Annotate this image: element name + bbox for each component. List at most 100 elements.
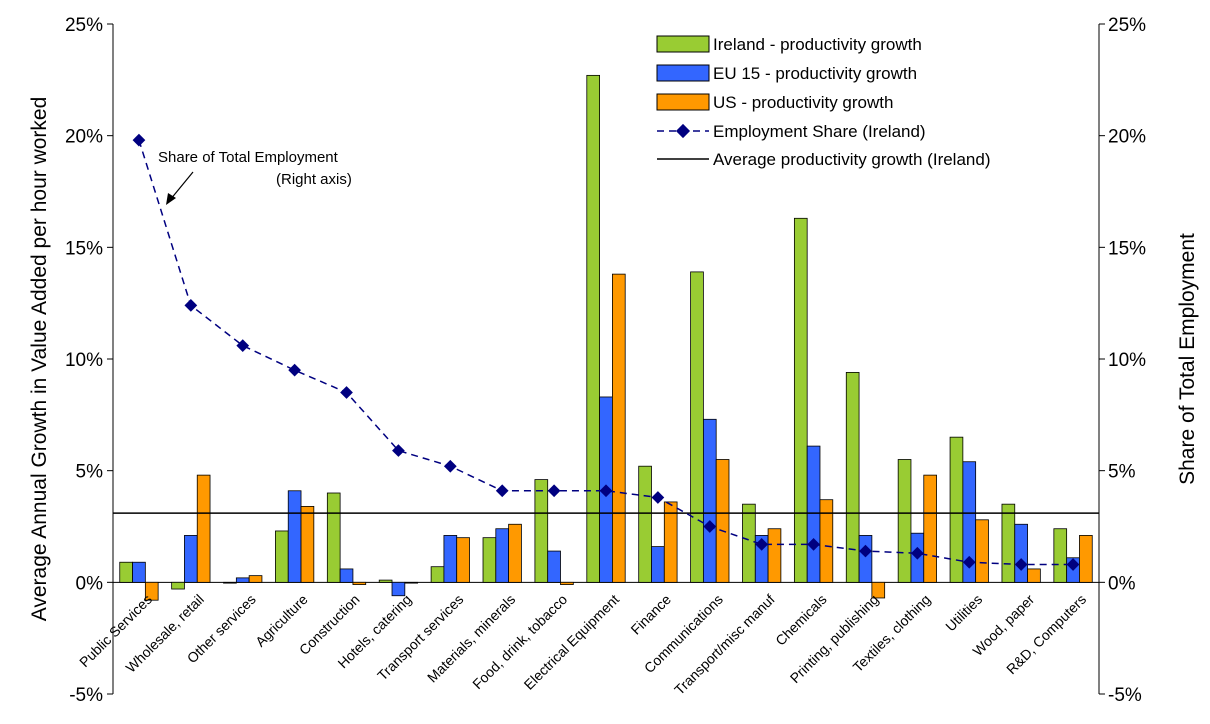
right-tick-group: -5% 0% 5% 10% 15% 20% 25% <box>1099 15 1146 706</box>
category-label: Finance <box>627 591 674 638</box>
left-axis-title: Average Annual Growth in Value Added per… <box>28 97 51 622</box>
left-tick-label: 0% <box>76 573 104 594</box>
bar <box>806 445 821 583</box>
bar <box>560 581 574 585</box>
employment-share-point <box>132 133 146 147</box>
employment-share-point <box>547 484 561 498</box>
left-tick-label: 25% <box>65 15 103 36</box>
bar <box>1014 523 1028 583</box>
bar <box>702 418 717 583</box>
right-tick-label: 10% <box>1108 350 1146 371</box>
legend-swatch-eu15 <box>656 64 710 82</box>
bar <box>742 503 756 583</box>
legend-label-eu15: EU 15 - productivity growth <box>713 64 917 83</box>
bar <box>793 217 808 583</box>
employment-share-point <box>392 444 405 457</box>
bar <box>1079 535 1093 583</box>
left-tick-label: 15% <box>65 238 103 259</box>
left-tick-group: -5% 0% 5% 10% 15% 20% 25% <box>65 15 113 706</box>
category-label: Utilities <box>942 591 985 634</box>
category-label: Materials, minerals <box>424 591 518 685</box>
category-label: Electrical Equipment <box>521 591 623 693</box>
employment-share-point <box>340 386 353 399</box>
employment-share-point <box>288 363 301 377</box>
legend-label-employment: Employment Share (Ireland) <box>713 122 926 141</box>
bar <box>1053 528 1068 583</box>
category-label: Printing, publishing <box>787 591 882 686</box>
bar <box>339 568 354 583</box>
left-tick-label: 20% <box>65 127 103 148</box>
legend-label-us: US - productivity growth <box>713 93 893 112</box>
legend-swatch-employment-marker <box>675 123 691 139</box>
bar <box>456 537 470 583</box>
employment-share-point <box>651 491 665 504</box>
bar <box>547 550 561 583</box>
bar <box>975 519 989 583</box>
bar <box>871 581 886 599</box>
employment-share-point <box>184 299 198 312</box>
employment-share-point <box>443 459 457 473</box>
right-tick-label: 15% <box>1108 238 1146 259</box>
bar <box>378 579 393 583</box>
bar <box>119 561 133 583</box>
bar <box>897 459 912 583</box>
bar <box>715 459 730 583</box>
bar <box>184 535 198 583</box>
legend-swatch-ireland <box>656 35 710 53</box>
right-tick-label: 5% <box>1108 462 1136 483</box>
bar <box>819 499 834 583</box>
bar <box>586 74 600 583</box>
bar <box>132 561 146 583</box>
bar <box>923 474 937 583</box>
bar <box>248 575 263 583</box>
bar <box>404 581 419 584</box>
legend-swatch-us <box>656 93 710 111</box>
bar <box>287 490 302 583</box>
left-tick-label: 10% <box>65 350 103 371</box>
bar <box>144 581 159 601</box>
category-label: Transport services <box>374 591 466 683</box>
bar <box>495 528 510 583</box>
bar <box>443 535 458 583</box>
right-tick-label: -5% <box>1108 685 1142 706</box>
bar <box>482 537 497 583</box>
legend-label-average: Average productivity growth (Ireland) <box>713 150 991 169</box>
category-label: Transport/misc manuf <box>671 591 778 698</box>
bar <box>1027 568 1041 583</box>
bar <box>171 581 185 590</box>
legend: Ireland - productivity growth EU 15 - pr… <box>656 35 991 169</box>
employment-share-point <box>495 484 509 498</box>
bar <box>845 371 860 583</box>
bar <box>612 273 626 583</box>
bar <box>651 546 665 583</box>
annotation-line-2: (Right axis) <box>276 171 352 188</box>
right-axis-title: Share of Total Employment <box>1176 233 1199 485</box>
bar <box>352 581 367 585</box>
right-tick-label: 20% <box>1108 127 1146 148</box>
bar <box>690 271 704 583</box>
right-tick-label: 25% <box>1108 15 1146 36</box>
annotation-arrowhead <box>166 193 176 205</box>
bar <box>638 465 652 583</box>
bar <box>534 479 549 583</box>
bar <box>508 523 522 583</box>
employment-share-point <box>236 339 250 352</box>
bar <box>663 501 678 583</box>
annotation-arrow-shaft <box>169 171 194 201</box>
annotation: Share of Total Employment (Right axis) <box>158 149 352 205</box>
bar <box>275 530 289 583</box>
bar <box>391 581 406 597</box>
annotation-line-1: Share of Total Employment <box>158 149 339 166</box>
left-tick-label: -5% <box>69 685 103 706</box>
plot-area <box>112 24 1100 694</box>
bar <box>767 528 782 583</box>
bar <box>223 581 237 584</box>
legend-label-ireland: Ireland - productivity growth <box>713 35 922 54</box>
bar <box>1001 503 1016 583</box>
bar <box>430 566 445 583</box>
left-tick-label: 5% <box>76 462 104 483</box>
bar <box>300 505 315 583</box>
bar <box>235 577 250 583</box>
